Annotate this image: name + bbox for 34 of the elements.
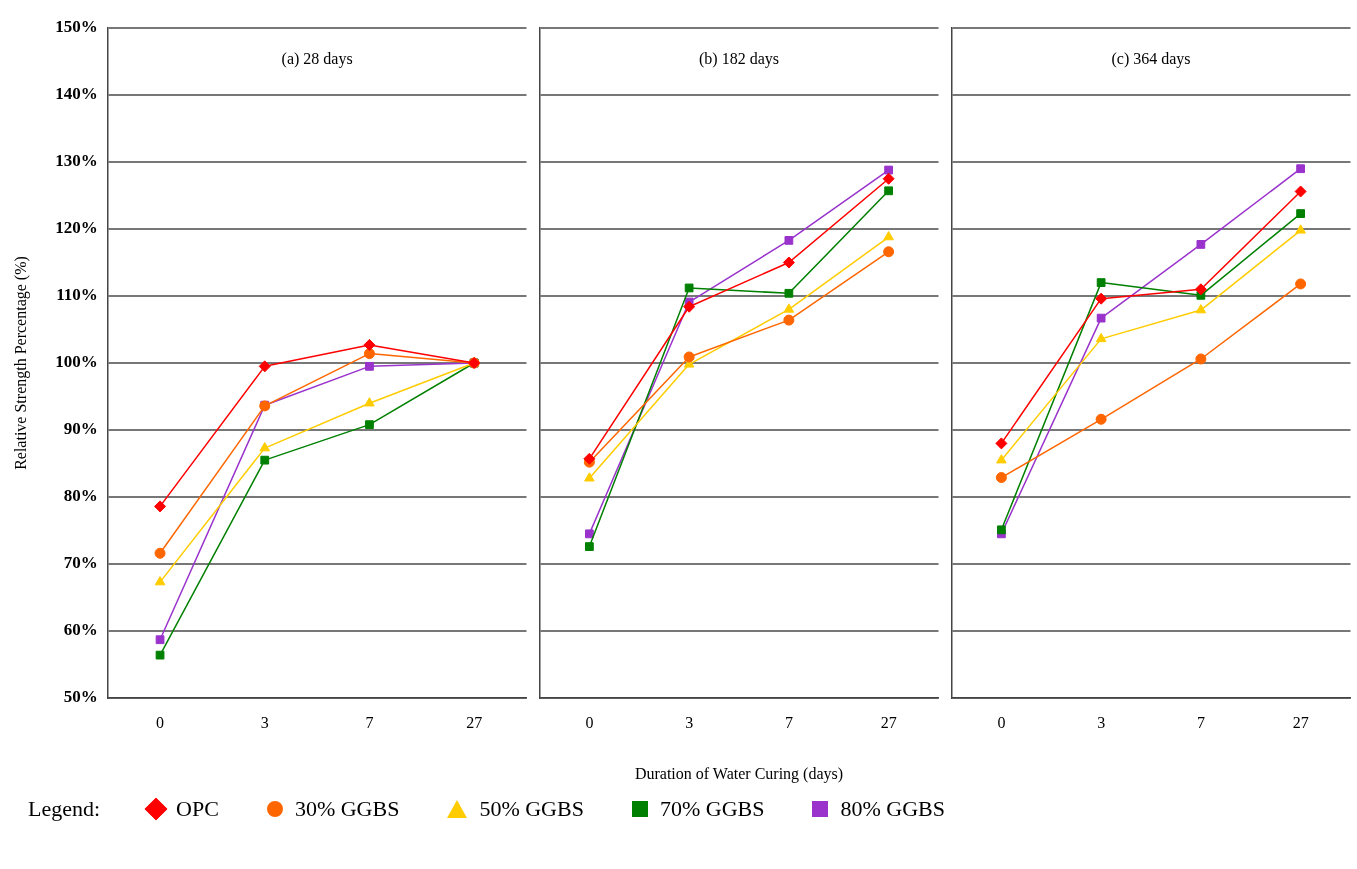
y-tick-label: 90% [63, 419, 98, 439]
x-tick-label: 7 [784, 713, 793, 731]
y-tick-label: 50% [63, 687, 98, 707]
x-tick-label: 7 [365, 713, 374, 731]
text: (c) 364 days [1111, 50, 1191, 69]
x-tick-label: 0 [156, 713, 165, 731]
y-tick-label: 80% [63, 486, 98, 506]
legend-label: 80% GGBS [840, 796, 945, 822]
y-tick-label: 140% [55, 84, 98, 104]
x-tick-label: 7 [1196, 713, 1205, 731]
x-tick-label: 3 [685, 713, 694, 731]
x-axis-title: Duration of Water Curing (days) [634, 764, 844, 783]
legend-label: 30% GGBS [294, 796, 400, 822]
y-axis-title: Relative Strength Percentage (%) [11, 256, 30, 470]
x-tick-label: 27 [880, 713, 897, 731]
legend-label: OPC [176, 796, 219, 822]
text: (b) 182 days [699, 50, 779, 69]
y-tick-label: 60% [63, 620, 98, 640]
y-tick-label: 100% [55, 352, 98, 372]
y-tick-label: 110% [56, 285, 98, 305]
legend-label: 70% GGBS [659, 796, 765, 822]
y-tick-label: 70% [63, 553, 98, 573]
legend-label: 50% GGBS [479, 796, 584, 822]
text: (a) 28 days [281, 50, 353, 69]
x-tick-label: 27 [1292, 713, 1309, 731]
y-tick-label: 150% [55, 17, 98, 37]
x-tick-label: 27 [466, 713, 483, 731]
x-tick-label: 0 [585, 713, 594, 731]
x-tick-label: 3 [260, 713, 269, 731]
legend-title: Legend: [28, 796, 101, 822]
x-tick-label: 0 [997, 713, 1006, 731]
x-tick-label: 3 [1097, 713, 1106, 731]
y-tick-label: 130% [55, 151, 98, 171]
y-tick-label: 120% [55, 218, 98, 238]
